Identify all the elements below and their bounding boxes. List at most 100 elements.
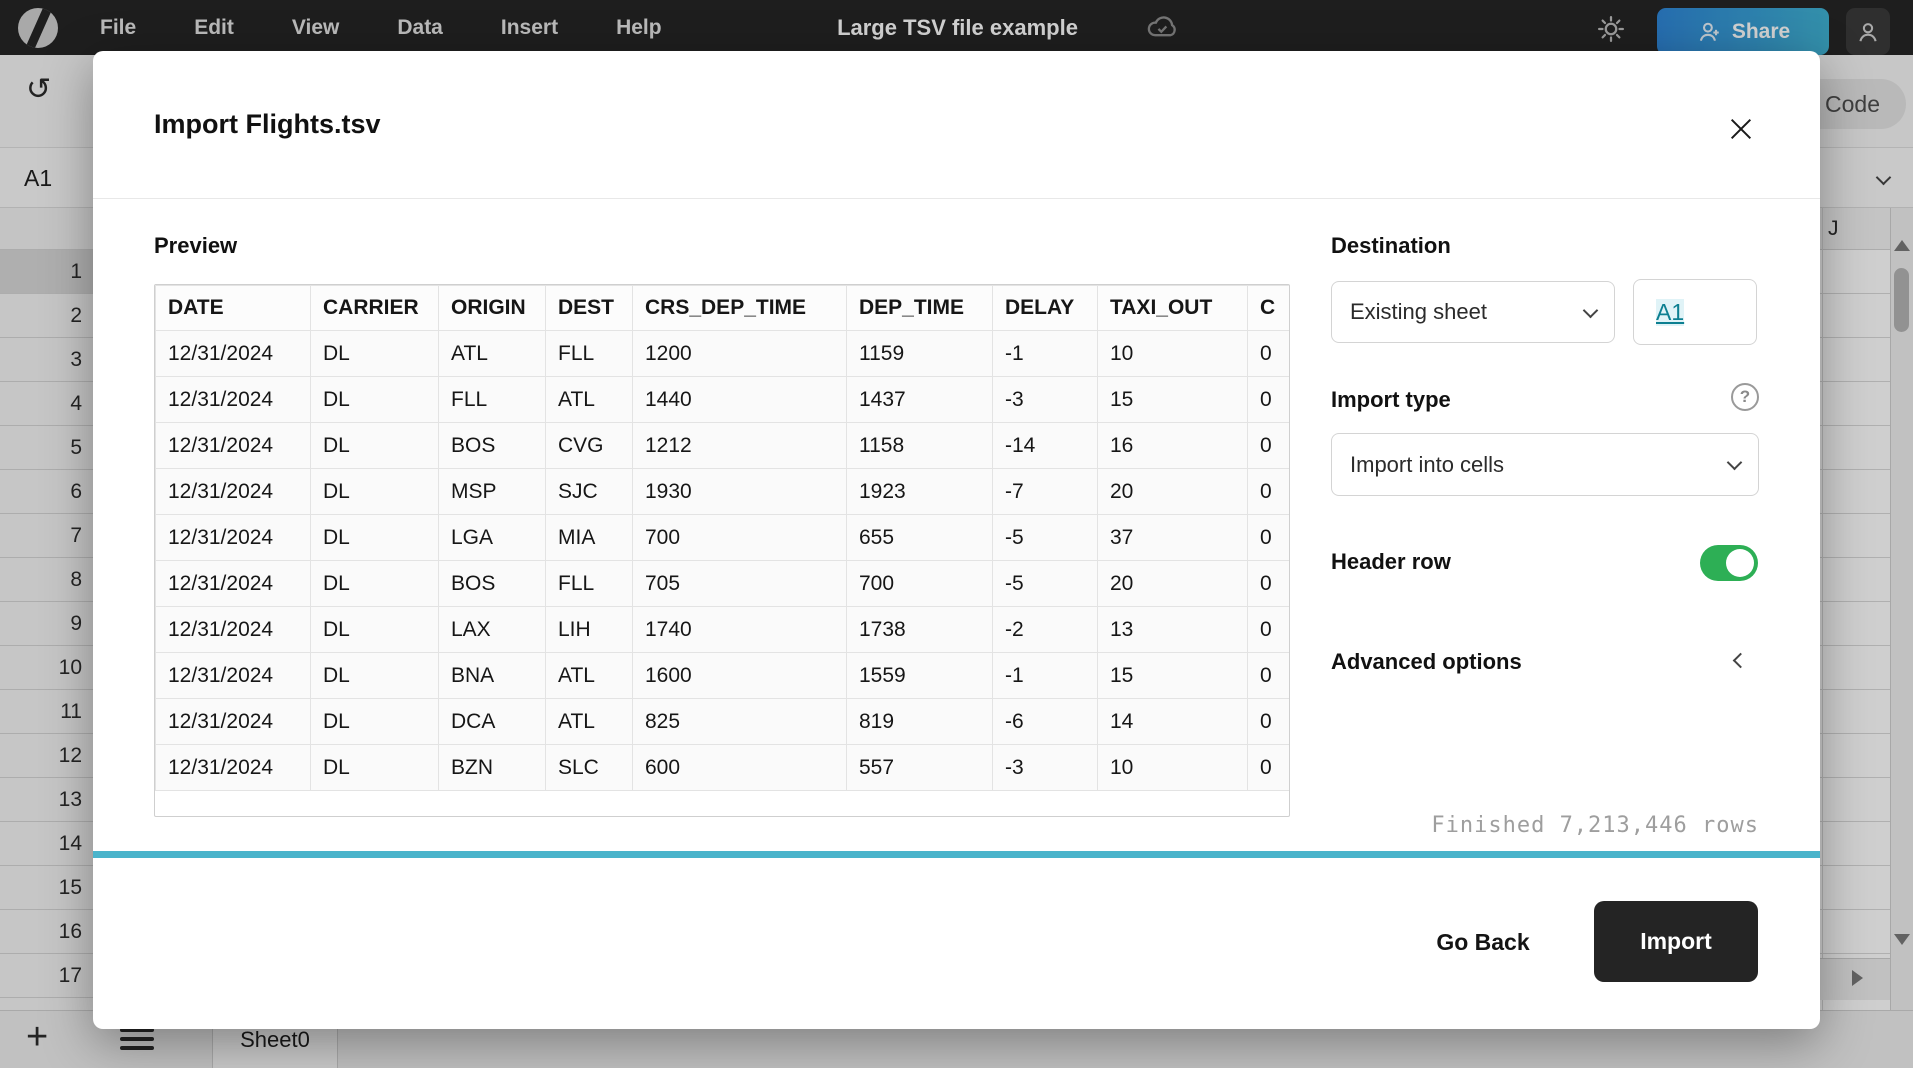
table-cell: 825 <box>632 698 847 745</box>
help-icon[interactable]: ? <box>1731 383 1759 411</box>
table-cell: 12/31/2024 <box>155 468 311 515</box>
row-header-8[interactable]: 8 <box>0 558 95 602</box>
row-header-12[interactable]: 12 <box>0 734 95 778</box>
table-cell: -7 <box>992 468 1098 515</box>
table-cell: 12/31/2024 <box>155 698 311 745</box>
import-progress-bar <box>93 851 1820 858</box>
table-cell: 819 <box>846 698 993 745</box>
table-cell: 1440 <box>632 376 847 423</box>
table-cell: 0 <box>1247 698 1289 745</box>
table-cell: CVG <box>545 422 633 469</box>
table-cell: DL <box>310 560 439 607</box>
table-cell: 600 <box>632 744 847 791</box>
table-cell: BNA <box>438 652 546 699</box>
table-cell: 12/31/2024 <box>155 606 311 653</box>
table-column-header: C <box>1247 285 1289 331</box>
menu-item-view[interactable]: View <box>291 15 340 39</box>
row-header-7[interactable]: 7 <box>0 514 95 558</box>
table-cell: DL <box>310 330 439 377</box>
row-header-6[interactable]: 6 <box>0 470 95 514</box>
theme-toggle-icon[interactable] <box>1596 14 1626 44</box>
import-status-text: Finished 7,213,446 rows <box>1431 813 1759 838</box>
table-cell: DL <box>310 744 439 791</box>
add-sheet-button[interactable]: + <box>26 1016 49 1058</box>
toggle-knob <box>1726 549 1754 577</box>
table-cell: 13 <box>1097 606 1248 653</box>
row-header-14[interactable]: 14 <box>0 822 95 866</box>
destination-sheet-select[interactable]: Existing sheet <box>1331 281 1615 343</box>
table-row: 12/31/2024 DL ATL FLL 1200 1159 -1 10 0 <box>155 330 1289 377</box>
destination-cell-box[interactable]: A1 <box>1633 279 1757 345</box>
vertical-scrollbar[interactable] <box>1890 208 1913 1010</box>
table-cell: 15 <box>1097 376 1248 423</box>
row-header-3[interactable]: 3 <box>0 338 95 382</box>
vertical-scrollbar-thumb[interactable] <box>1894 268 1909 332</box>
menu-item-insert[interactable]: Insert <box>500 15 559 39</box>
account-avatar-button[interactable] <box>1846 8 1890 55</box>
column-header-j[interactable]: J <box>1828 217 1839 240</box>
advanced-options-label[interactable]: Advanced options <box>1331 649 1522 674</box>
import-button[interactable]: Import <box>1594 901 1758 982</box>
undo-icon[interactable]: ↺ <box>26 72 52 107</box>
table-column-header: DELAY <box>992 285 1098 331</box>
share-button[interactable]: Share <box>1657 8 1829 55</box>
row-header-2[interactable]: 2 <box>0 294 95 338</box>
table-cell: 557 <box>846 744 993 791</box>
scroll-down-arrow-icon[interactable] <box>1894 934 1910 945</box>
table-row: 12/31/2024 DL FLL ATL 1440 1437 -3 15 0 <box>155 376 1289 423</box>
row-header-10[interactable]: 10 <box>0 646 95 690</box>
table-cell: -2 <box>992 606 1098 653</box>
table-cell: 1437 <box>846 376 993 423</box>
menu-item-data[interactable]: Data <box>397 15 443 39</box>
table-cell: 1923 <box>846 468 993 515</box>
table-cell: 1159 <box>846 330 993 377</box>
table-header-row: DATE CARRIER ORIGIN DEST CRS_DEP_TIME DEP_TIM… <box>155 285 1289 331</box>
header-row-toggle[interactable] <box>1700 545 1758 581</box>
table-cell: -5 <box>992 560 1098 607</box>
import-dialog: Import Flights.tsv Preview DATE CARRIER OR… <box>93 51 1820 1029</box>
chevron-left-icon[interactable] <box>1732 652 1749 671</box>
document-title[interactable]: Large TSV file example <box>837 14 1078 40</box>
table-cell: 10 <box>1097 744 1248 791</box>
table-cell: 1600 <box>632 652 847 699</box>
menu-item-help[interactable]: Help <box>616 15 662 39</box>
table-cell: 0 <box>1247 468 1289 515</box>
preview-table: DATE CARRIER ORIGIN DEST CRS_DEP_TIME DEP_TIM… <box>155 285 1289 791</box>
table-cell: 15 <box>1097 652 1248 699</box>
row-header-17[interactable]: 17 <box>0 954 95 998</box>
row-header-15[interactable]: 15 <box>0 866 95 910</box>
scroll-up-arrow-icon[interactable] <box>1894 240 1910 251</box>
row-header-11[interactable]: 11 <box>0 690 95 734</box>
destination-cell-link[interactable]: A1 <box>1656 298 1685 326</box>
close-icon[interactable] <box>1723 111 1759 147</box>
menu-item-file[interactable]: File <box>100 15 137 39</box>
header-row-label: Header row <box>1331 549 1451 574</box>
menu-item-edit[interactable]: Edit <box>194 15 234 39</box>
table-cell: 0 <box>1247 422 1289 469</box>
row-header-5[interactable]: 5 <box>0 426 95 470</box>
dialog-title: Import Flights.tsv <box>154 109 381 139</box>
scroll-right-arrow-icon[interactable] <box>1852 970 1863 986</box>
row-header-4[interactable]: 4 <box>0 382 95 426</box>
go-back-button[interactable]: Go Back <box>1436 928 1530 955</box>
table-row: 12/31/2024 DL LAX LIH 1740 1738 -2 13 0 <box>155 606 1289 653</box>
app-logo-icon[interactable] <box>18 8 58 48</box>
menu-bar: File Edit View Data Insert Help <box>100 0 662 55</box>
row-header-9[interactable]: 9 <box>0 602 95 646</box>
sheet-list-menu-icon[interactable] <box>120 1028 154 1050</box>
import-type-select[interactable]: Import into cells <box>1331 433 1759 496</box>
table-column-header: DATE <box>155 285 311 331</box>
row-header-1[interactable]: 1 <box>0 250 95 294</box>
table-cell: DL <box>310 468 439 515</box>
table-cell: 16 <box>1097 422 1248 469</box>
top-menu-bar <box>0 0 1913 55</box>
table-cell: 12/31/2024 <box>155 422 311 469</box>
destination-heading: Destination <box>1331 233 1451 258</box>
table-row: 12/31/2024 DL BZN SLC 600 557 -3 10 0 <box>155 744 1289 791</box>
row-header-16[interactable]: 16 <box>0 910 95 954</box>
row-header-13[interactable]: 13 <box>0 778 95 822</box>
table-cell: SLC <box>545 744 633 791</box>
table-cell: DL <box>310 514 439 561</box>
table-cell: 12/31/2024 <box>155 744 311 791</box>
table-cell: FLL <box>545 560 633 607</box>
